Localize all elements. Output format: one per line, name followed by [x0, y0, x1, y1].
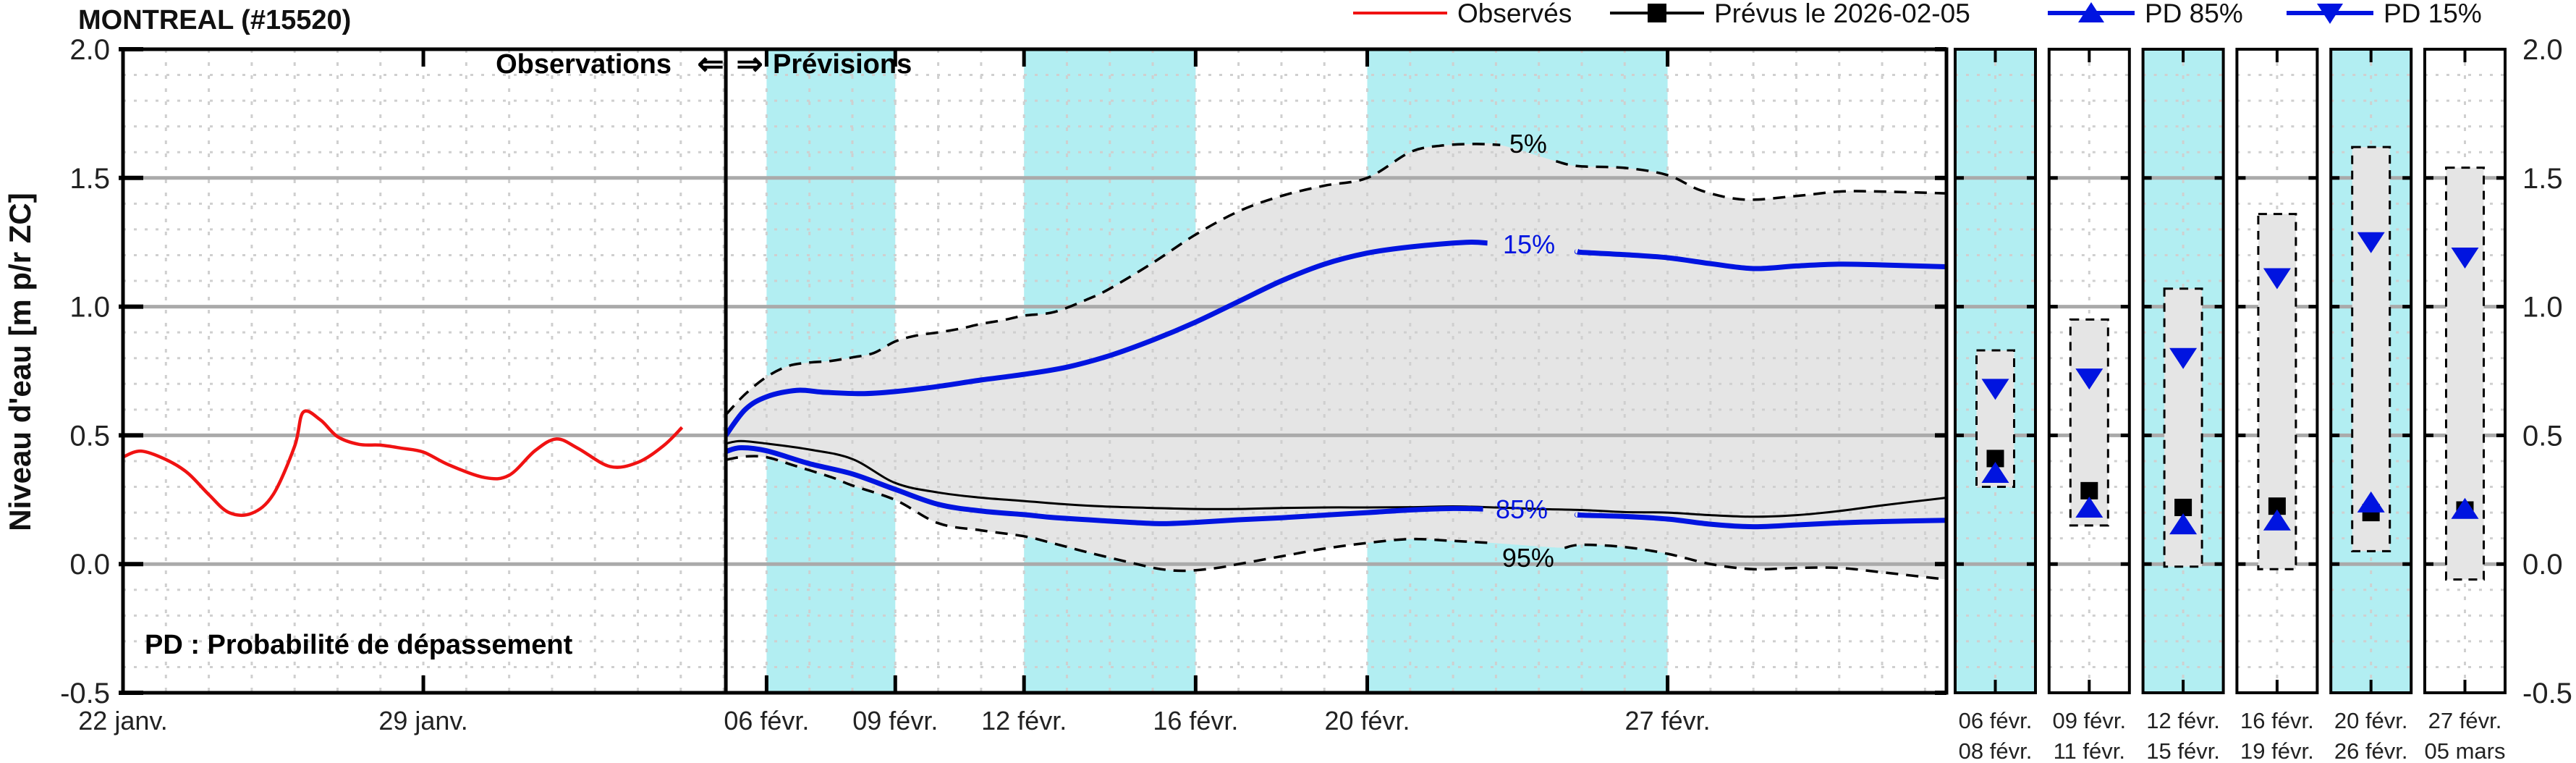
pd-note: PD : Probabilité de dépassement	[145, 630, 573, 660]
forecast-panel-5	[2329, 48, 2413, 694]
forecast-panel-6	[2423, 48, 2507, 694]
legend-observed-label: Observés	[1457, 0, 1572, 28]
panel-forecast-marker	[2080, 481, 2098, 499]
observations-label: Observations	[496, 49, 671, 80]
x-axis-label: 22 janv.	[78, 706, 167, 735]
data-curves: 5% 15% 85% 95%	[122, 129, 1947, 581]
panel-pd85-marker	[2263, 509, 2291, 531]
legend: Observés Prévus le 2026-02-05 PD 85% PD …	[1353, 0, 2482, 28]
legend-pd15-label: PD 15%	[2384, 0, 2482, 28]
y-axis-label-left: 0.0	[69, 549, 110, 581]
percent-label-85: 85%	[1496, 494, 1548, 524]
chart-title: MONTREAL (#15520)	[78, 5, 351, 35]
y-axis-label-right: 1.5	[2522, 163, 2563, 195]
percent-label-95: 95%	[1502, 543, 1554, 573]
y-axis-label-right: 0.5	[2522, 420, 2563, 452]
curve-median	[725, 439, 1947, 518]
curve-p5	[1555, 159, 1947, 201]
y-axis-label-right: 2.0	[2522, 34, 2563, 66]
percent-label-5: 5%	[1509, 129, 1547, 159]
y-axis-label-left: 1.5	[69, 163, 110, 195]
y-axis-label-right: -0.5	[2522, 678, 2572, 709]
legend-triangle-down-icon	[2317, 4, 2343, 24]
curve-observed	[122, 409, 684, 518]
legend-triangle-up-icon	[2078, 2, 2104, 22]
x-axis-label: 06 févr.	[724, 706, 809, 735]
panel-date-start: 06 févr.	[1959, 708, 2033, 733]
panel-pd85-marker	[1981, 461, 2009, 483]
x-axis-label: 27 févr.	[1625, 706, 1711, 735]
previsions-label: Prévisions	[773, 49, 912, 80]
x-axis-label: 16 févr.	[1153, 706, 1238, 735]
forecast-panel-1	[1954, 48, 2037, 694]
panel-date-end: 05 mars	[2425, 738, 2506, 763]
curve-p85	[1574, 512, 1947, 530]
curve-p15	[1574, 248, 1947, 271]
uncertainty-band	[726, 143, 1946, 580]
panel-date-start: 16 févr.	[2240, 708, 2314, 733]
forecast-uncertainty-fan	[726, 143, 1946, 580]
y-axis-label-right: 0.0	[2522, 549, 2563, 581]
panel-date-end: 08 févr.	[1959, 738, 2033, 763]
main-plot-border	[121, 47, 1949, 695]
x-axis-label: 29 janv.	[378, 706, 467, 735]
forecast-panel-4	[2235, 48, 2319, 694]
curve-p85	[725, 444, 1483, 526]
panel-date-end: 11 févr.	[2054, 738, 2125, 763]
panel-pd15-marker	[2357, 232, 2385, 253]
panel-pd15-marker	[2169, 347, 2198, 369]
curve-p15	[724, 239, 1488, 437]
forecast-panel-2	[2047, 48, 2131, 694]
panel-date-start: 20 févr.	[2334, 708, 2408, 733]
curve-p5	[724, 143, 1501, 416]
panel-forecast-marker	[2174, 498, 2192, 516]
panel-pd85-marker	[2075, 496, 2103, 518]
panel-date-end: 26 févr.	[2334, 738, 2408, 763]
y-axis-label-left: 2.0	[69, 34, 110, 66]
curve-p95	[1564, 543, 1947, 581]
panel-pd85-marker	[2451, 497, 2479, 519]
panel-pd85-marker	[2357, 491, 2385, 513]
panel-pd15-marker	[2263, 268, 2291, 290]
plot-frame	[119, 47, 1949, 695]
forecast-panel-3	[2141, 48, 2225, 694]
y-axis-label-left: 1.0	[69, 292, 110, 324]
panel-date-start: 27 févr.	[2428, 708, 2502, 733]
panel-date-end: 19 févr.	[2240, 738, 2314, 763]
panel-pd15-marker	[2075, 368, 2103, 390]
x-axis-label: 09 févr.	[852, 706, 938, 735]
legend-pd85-label: PD 85%	[2145, 0, 2243, 28]
x-axis-label: 20 févr.	[1324, 706, 1410, 735]
x-axis-label: 12 févr.	[981, 706, 1067, 735]
panel-pd15-marker	[1981, 379, 2009, 400]
y-axis-label-right: 1.0	[2522, 292, 2563, 324]
arrow-left-icon: ⇐	[698, 46, 724, 82]
panel-date-start: 09 févr.	[2052, 708, 2126, 733]
legend-square-marker-icon	[1648, 4, 1666, 22]
axis-tick-labels: 2.0 2.01.5 1.51.0 1.00.5 0.50.0 0.0-0.5 -0.522…	[60, 34, 2572, 735]
panel-range-bar	[2351, 146, 2391, 552]
legend-forecast-label: Prévus le 2026-02-05	[1714, 0, 1970, 28]
panel-pd85-marker	[2169, 513, 2198, 535]
percent-label-15: 15%	[1503, 229, 1555, 259]
y-axis-label-left: 0.5	[69, 420, 110, 452]
y-axis-title: Niveau d'eau [m p/r ZC]	[3, 193, 37, 531]
forecast-period-panels: 06 févr. 08 févr. 09 févr. 11 févr. 12 févr.…	[1954, 48, 2507, 763]
panel-date-end: 15 févr.	[2146, 738, 2220, 763]
curve-p95	[725, 455, 1492, 573]
gridlines	[123, 49, 1946, 693]
y-axis-label-left: -0.5	[60, 678, 110, 709]
panel-pd15-marker	[2451, 248, 2479, 269]
arrow-right-icon: ⇒	[737, 46, 763, 82]
panel-date-start: 12 févr.	[2146, 708, 2220, 733]
